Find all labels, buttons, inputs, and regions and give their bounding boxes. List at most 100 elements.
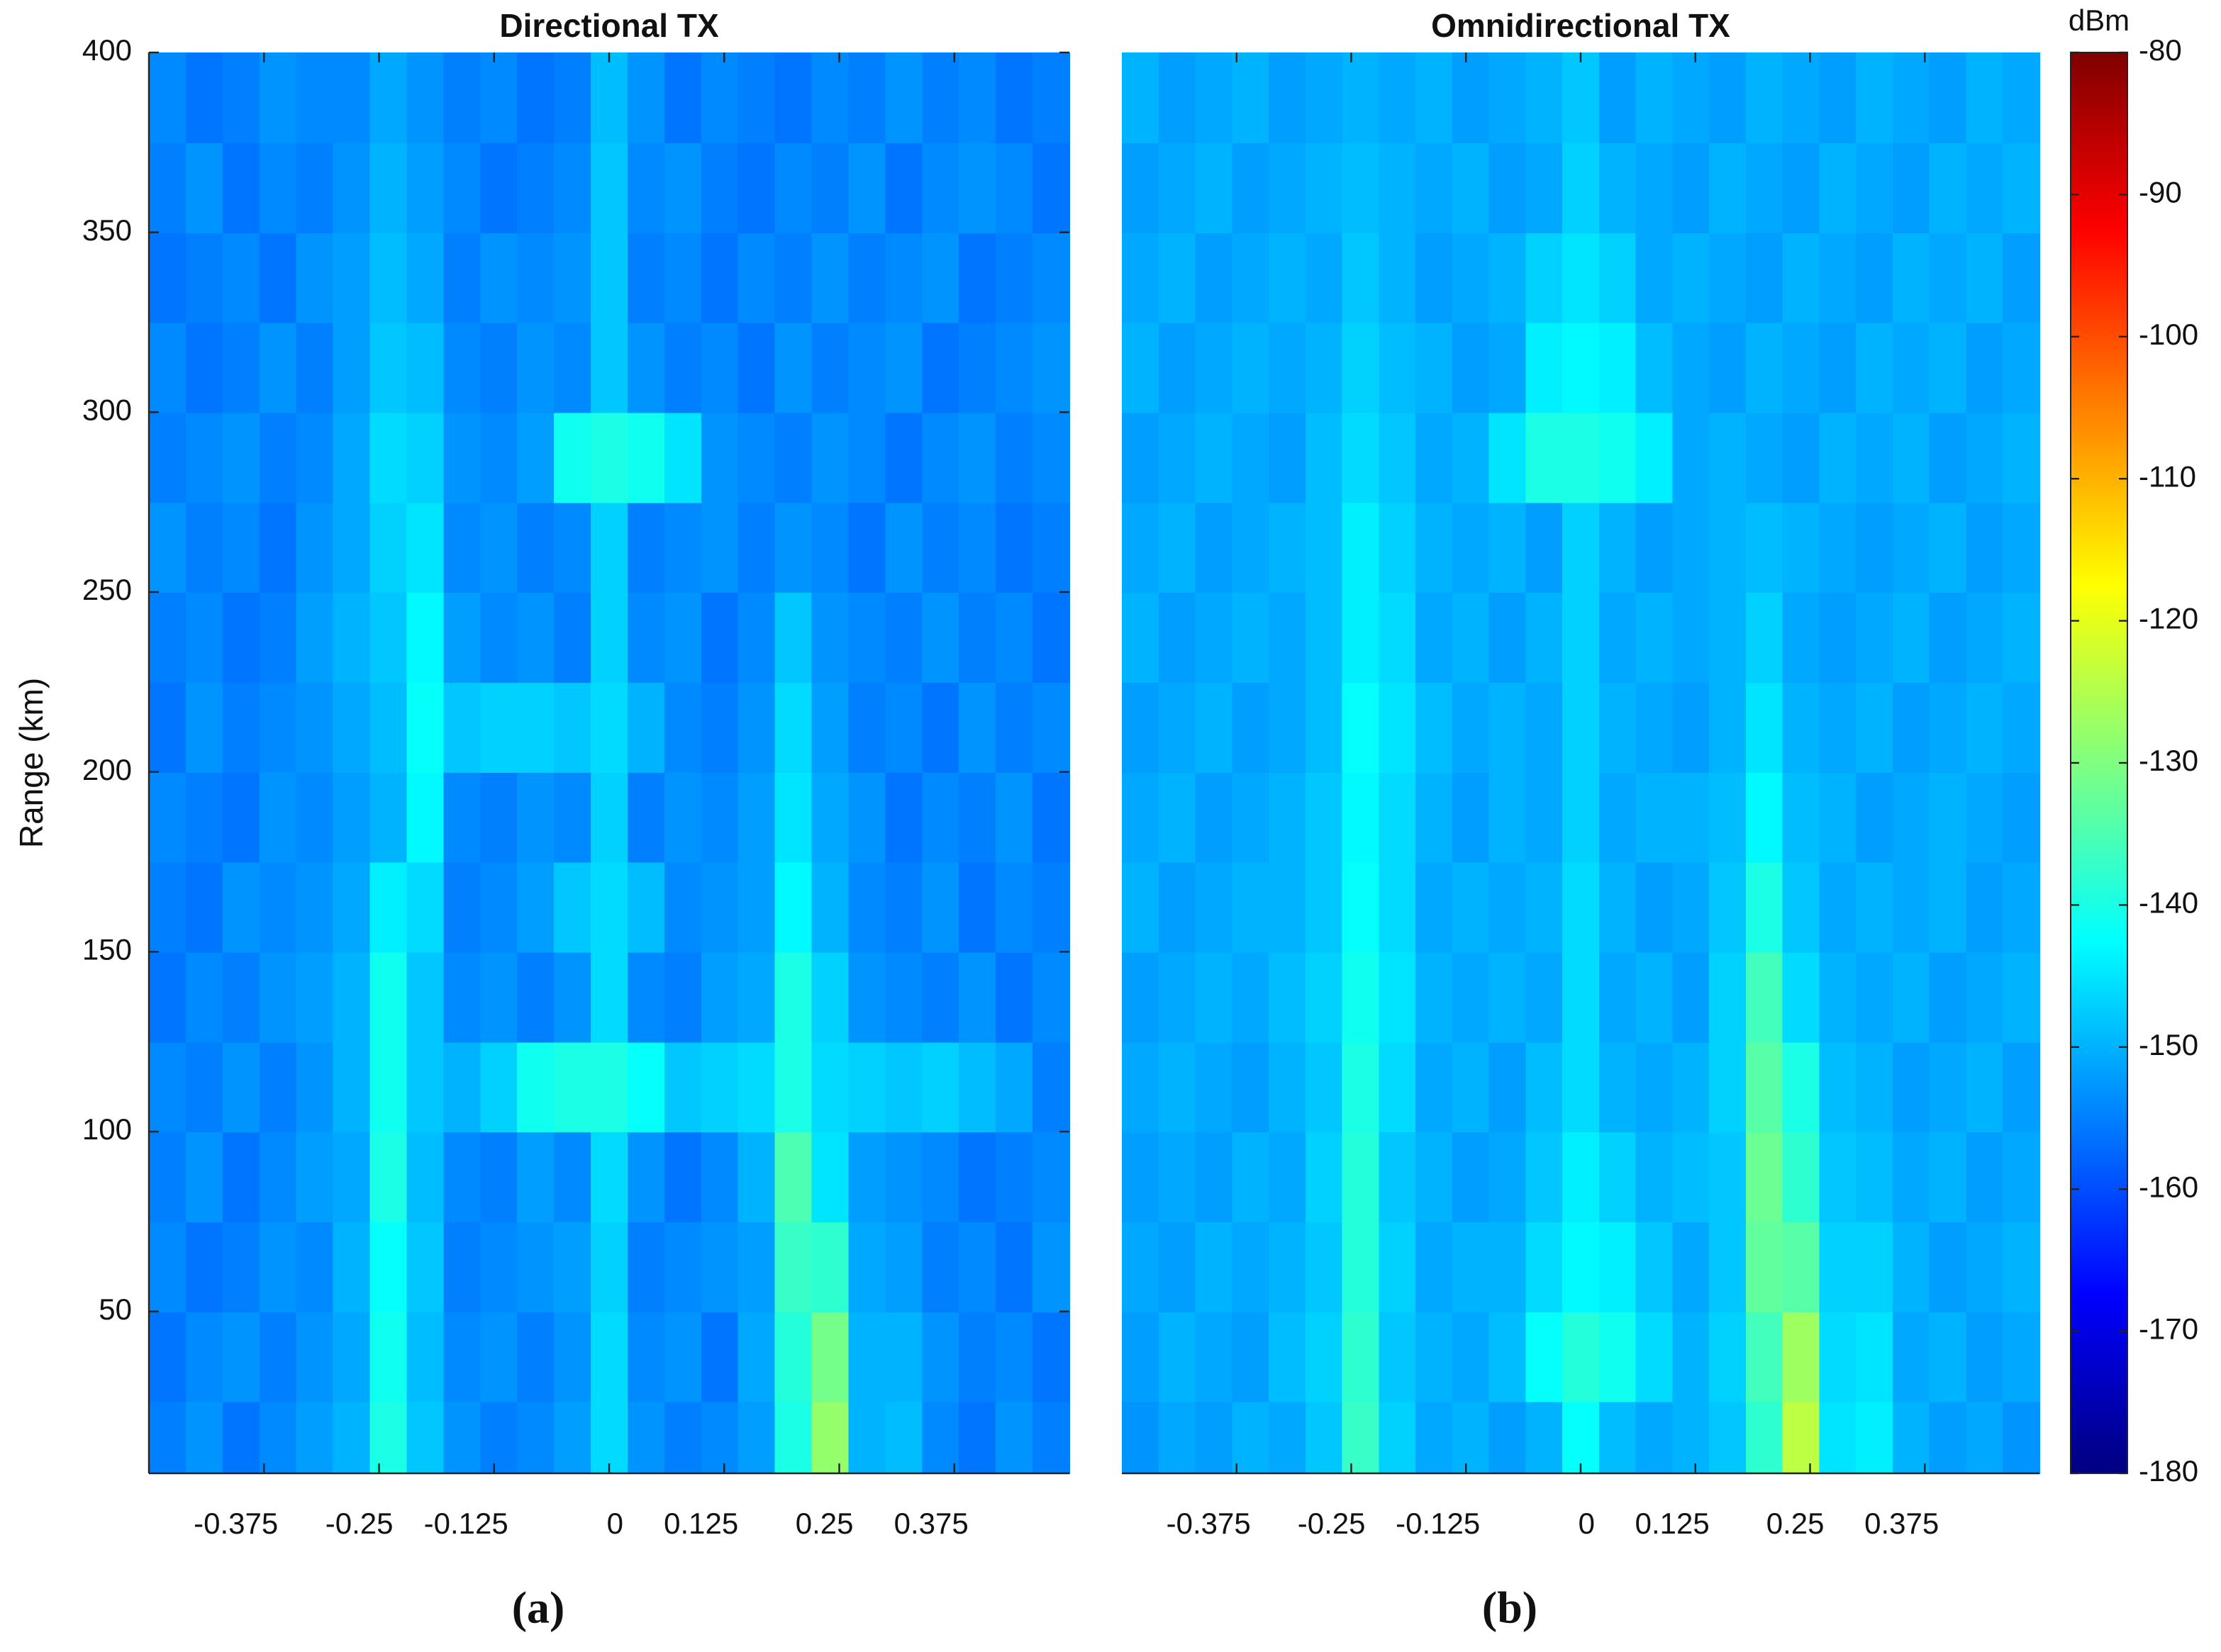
y-tick-label: 300 — [82, 393, 132, 426]
heatmap-cell — [885, 1221, 923, 1312]
heatmap-cell — [1856, 232, 1894, 323]
heatmap-cell — [1452, 1311, 1490, 1402]
heatmap-cell — [1525, 681, 1564, 773]
heatmap-cell — [1892, 1042, 1930, 1133]
heatmap-cell — [1379, 1401, 1417, 1475]
heatmap-cell — [1122, 1042, 1159, 1133]
heatmap-cell — [922, 1311, 960, 1402]
heatmap-cell — [1819, 142, 1857, 233]
heatmap-cell — [1709, 142, 1747, 233]
heatmap-cell — [1819, 1401, 1857, 1475]
heatmap-cell — [1562, 592, 1601, 683]
heatmap-cell — [296, 592, 334, 683]
heatmap-cell — [1892, 412, 1930, 503]
heatmap-cell — [848, 1401, 886, 1475]
heatmap-cell — [1709, 1132, 1747, 1223]
heatmap-cell — [259, 1401, 297, 1475]
heatmap-cell — [811, 1042, 850, 1133]
heatmap-cell — [1269, 412, 1306, 503]
heatmap-cell — [1305, 861, 1343, 953]
heatmap-cell — [811, 412, 850, 503]
heatmap-cell — [1929, 861, 1967, 953]
heatmap-cell — [406, 1401, 445, 1475]
heatmap-cell — [1379, 861, 1417, 953]
heatmap-cell — [1525, 412, 1564, 503]
heatmap-cell — [1305, 1221, 1343, 1312]
heatmap-cell — [1195, 502, 1233, 593]
x-tick-label: -0.375 — [194, 1507, 278, 1540]
heatmap-cell — [591, 1221, 629, 1312]
heatmap-cell — [369, 771, 408, 863]
heatmap-cell — [517, 1221, 555, 1312]
heatmap-cell — [1032, 681, 1071, 773]
x-tick-label: 0.125 — [1635, 1507, 1710, 1540]
heatmap-cell — [1819, 861, 1857, 953]
heatmap-cell — [1195, 322, 1233, 413]
heatmap-cell — [1158, 502, 1196, 593]
heatmap-cell — [1892, 681, 1930, 773]
heatmap-cell — [443, 1221, 482, 1312]
heatmap-cell — [1415, 1311, 1454, 1402]
heatmap-cell — [664, 592, 702, 683]
heatmap-cell — [149, 1401, 187, 1475]
y-tick-label: 50 — [99, 1293, 132, 1326]
heatmap-cell — [369, 322, 408, 413]
heatmap-cell — [627, 1401, 666, 1475]
heatmap-cell — [554, 1311, 592, 1402]
heatmap-cell — [1745, 681, 1783, 773]
heatmap-cell — [591, 592, 629, 683]
heatmap-cell — [959, 861, 997, 953]
heatmap-cell — [1452, 52, 1490, 144]
heatmap-cell — [1598, 592, 1637, 683]
chart-title: Directional TX — [499, 7, 719, 44]
heatmap-cell — [591, 142, 629, 233]
heatmap-cell — [1562, 681, 1601, 773]
heatmap-cell — [1856, 951, 1894, 1043]
heatmap-cell — [185, 1401, 224, 1475]
heatmap-cell — [480, 1132, 518, 1223]
heatmap-cell — [222, 142, 260, 233]
x-tick-label: 0.25 — [796, 1507, 854, 1540]
heatmap-cell — [1856, 861, 1894, 953]
x-tick-label: 0.125 — [664, 1507, 738, 1540]
heatmap-cell — [259, 412, 297, 503]
heatmap-cell — [517, 1132, 555, 1223]
heatmap-cell — [1635, 771, 1674, 863]
heatmap-cell — [811, 681, 850, 773]
heatmap-cell — [1195, 681, 1233, 773]
heatmap-cell — [369, 1132, 408, 1223]
heatmap-cell — [1598, 412, 1637, 503]
colorbar-tick-label: -150 — [2139, 1028, 2198, 1061]
heatmap-cell — [1195, 1401, 1233, 1475]
heatmap-cell — [1635, 322, 1674, 413]
heatmap-cell — [774, 1221, 813, 1312]
heatmap-cell — [517, 142, 555, 233]
heatmap-cell — [333, 1221, 371, 1312]
heatmap-cell — [1452, 1132, 1490, 1223]
heatmap-cell — [1856, 412, 1894, 503]
colorbar-tick-label: -120 — [2139, 602, 2198, 635]
heatmap-cell — [1305, 771, 1343, 863]
heatmap-cell — [222, 951, 260, 1043]
heatmap-cell — [1269, 322, 1306, 413]
heatmap-cell — [996, 681, 1034, 773]
colorbar-tick-label: -90 — [2139, 175, 2182, 208]
heatmap-cell — [1032, 771, 1071, 863]
heatmap-cell — [664, 1401, 702, 1475]
heatmap-cell — [1269, 52, 1306, 144]
heatmap-cell — [517, 771, 555, 863]
heatmap-cell — [664, 951, 702, 1043]
heatmap-cell — [1635, 502, 1674, 593]
heatmap-cell — [1269, 502, 1306, 593]
heatmap-cell — [1782, 232, 1820, 323]
heatmap-cell — [333, 592, 371, 683]
heatmap-cell — [1452, 771, 1490, 863]
heatmap-cell — [554, 1132, 592, 1223]
heatmap-cell — [1415, 1401, 1454, 1475]
heatmap-cell — [664, 142, 702, 233]
heatmap-cell — [222, 52, 260, 144]
heatmap-cell — [627, 951, 666, 1043]
heatmap-cell — [774, 322, 813, 413]
heatmap-cell — [1122, 681, 1159, 773]
